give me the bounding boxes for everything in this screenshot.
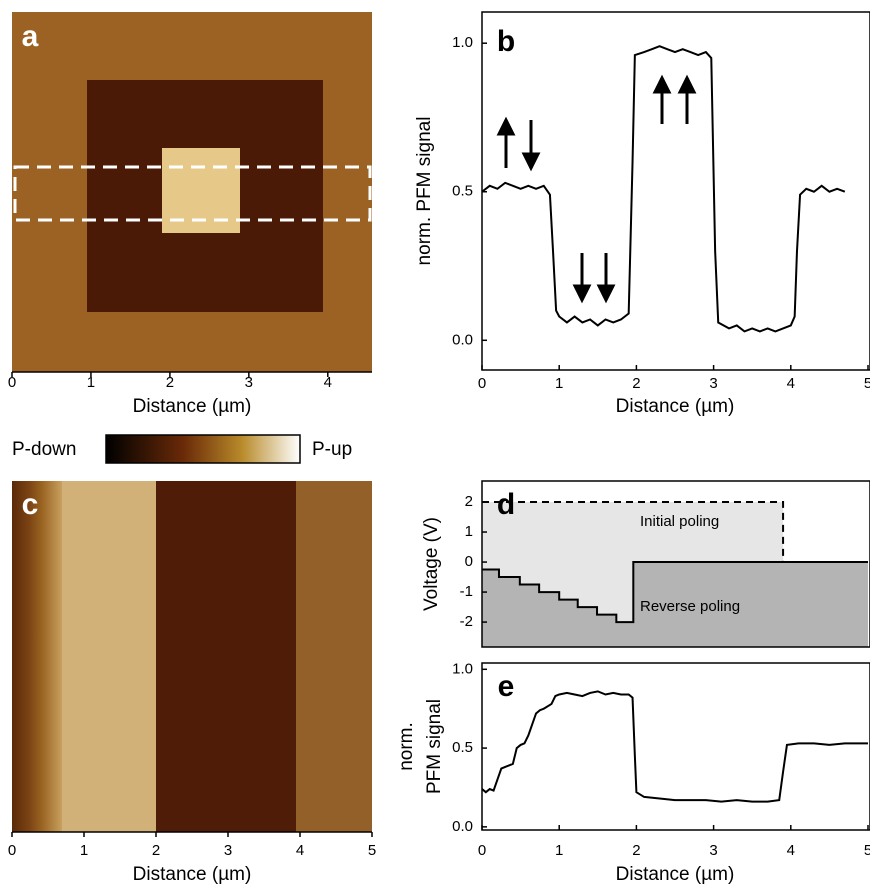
arrow-head (596, 284, 616, 304)
plot-frame (481, 662, 870, 831)
x-tick-label: 0 (8, 374, 16, 391)
image-c (12, 481, 372, 832)
arrow-head (496, 116, 516, 136)
x-tick-label: 3 (709, 842, 717, 859)
x-tick-label: 2 (632, 375, 640, 392)
x-tick-label: 0 (8, 842, 16, 859)
colorbar-label: P-down (12, 439, 76, 460)
panel-label: a (22, 20, 39, 53)
colorbar (105, 434, 301, 464)
y-axis-label: norm. PFM signal (414, 117, 435, 266)
arrow-head (572, 284, 592, 304)
y-axis-label: norm. (396, 722, 417, 771)
x-tick-label: 4 (324, 374, 332, 391)
colorbar-gradient (105, 434, 301, 464)
step-line (482, 561, 868, 624)
x-tick-label: 1 (87, 374, 95, 391)
data-line (481, 45, 846, 333)
image-a (12, 12, 372, 372)
panel-label: c (22, 488, 39, 521)
y-tick-label: 1.0 (452, 660, 473, 677)
x-tick-label: 1 (555, 375, 563, 392)
x-axis-label: Distance (µm) (133, 864, 252, 885)
panel-label: e (498, 670, 515, 703)
x-axis-label: Distance (µm) (616, 396, 735, 417)
step-line (482, 501, 868, 564)
image-domain (62, 481, 156, 832)
x-tick-label: 2 (632, 842, 640, 859)
annotation: Reverse poling (640, 598, 740, 615)
arrow-head (521, 152, 541, 172)
image-domain (156, 481, 296, 832)
y-tick-label: 1.0 (452, 34, 473, 51)
y-axis-label: Voltage (V) (421, 517, 442, 611)
x-tick-label: 5 (864, 375, 870, 392)
dashed-box (13, 165, 372, 222)
y-tick-label: -1 (460, 583, 473, 600)
y-tick-label: 1 (465, 523, 473, 540)
x-tick-label: 0 (478, 842, 486, 859)
y-tick-label: 0 (465, 553, 473, 570)
y-tick-label: 0.5 (452, 183, 473, 200)
x-tick-label: 4 (296, 842, 304, 859)
x-tick-label: 5 (368, 842, 376, 859)
x-axis-label: Distance (µm) (133, 396, 252, 417)
arrows (496, 74, 697, 304)
y-tick-label: -2 (460, 613, 473, 630)
y-tick-label: 0.0 (452, 331, 473, 348)
x-tick-label: 2 (166, 374, 174, 391)
x-tick-label: 0 (478, 375, 486, 392)
y-tick-label: 0.0 (452, 818, 473, 835)
x-tick-label: 3 (224, 842, 232, 859)
x-tick-label: 5 (864, 842, 870, 859)
x-tick-label: 4 (787, 375, 795, 392)
x-axis-label: Distance (µm) (616, 864, 735, 885)
x-tick-label: 1 (80, 842, 88, 859)
x-tick-label: 2 (152, 842, 160, 859)
x-tick-label: 3 (709, 375, 717, 392)
y-axis-label: PFM signal (424, 699, 445, 794)
y-tick-label: 0.5 (452, 739, 473, 756)
data-line (481, 690, 868, 803)
area-fill (482, 562, 868, 647)
x-tick-label: 4 (787, 842, 795, 859)
panel-label: d (497, 488, 515, 521)
annotation: Initial poling (640, 513, 719, 530)
arrow-head (652, 74, 672, 94)
x-tick-label: 1 (555, 842, 563, 859)
panel-label: b (497, 25, 515, 58)
plot-frame (481, 480, 870, 648)
image-domain (12, 481, 62, 832)
x-tick-label: 3 (245, 374, 253, 391)
colorbar-label: P-up (312, 439, 352, 460)
y-tick-label: 2 (465, 493, 473, 510)
arrow-head (677, 74, 697, 94)
